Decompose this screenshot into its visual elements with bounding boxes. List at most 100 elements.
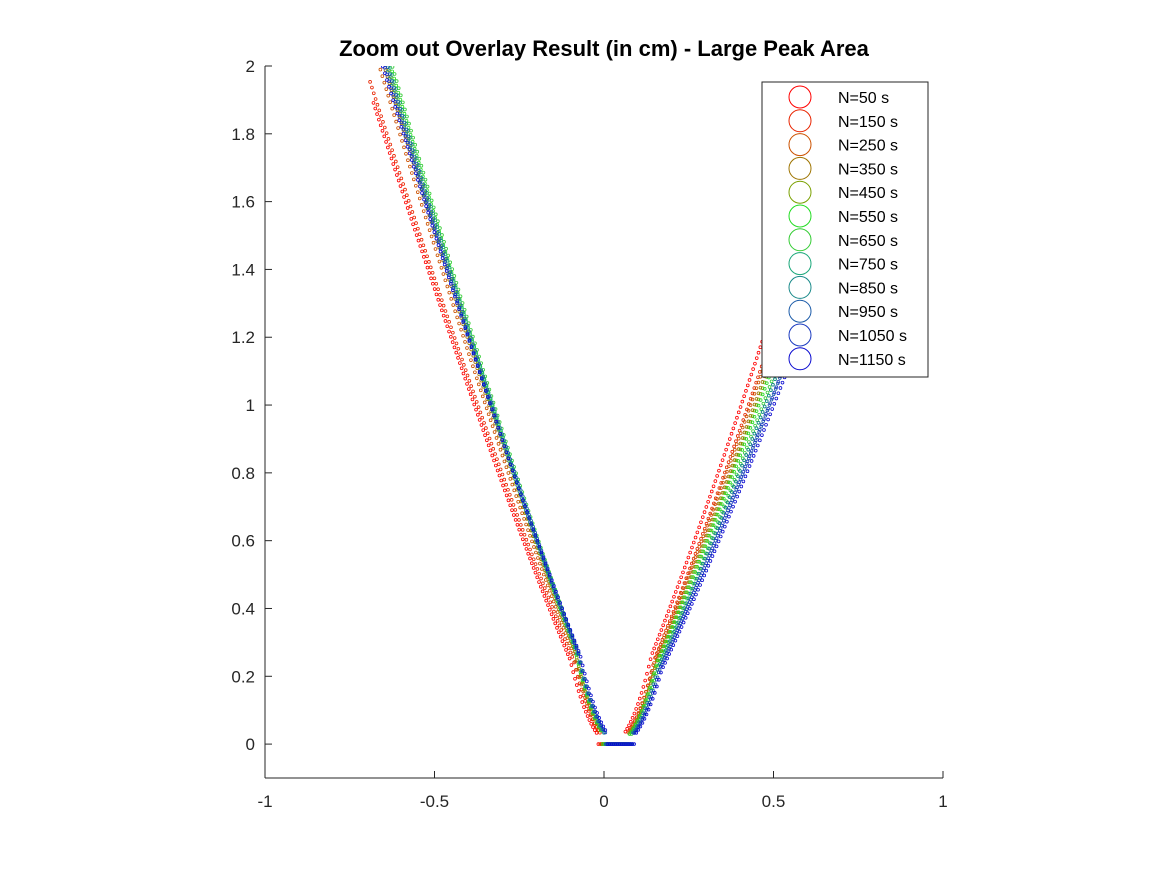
data-point <box>709 528 714 533</box>
data-point <box>497 473 502 478</box>
data-point <box>419 177 423 182</box>
data-point <box>458 294 463 299</box>
data-point <box>510 468 515 473</box>
data-point <box>387 66 392 70</box>
data-point <box>672 594 676 599</box>
data-point <box>452 283 457 288</box>
data-point <box>713 531 718 536</box>
data-point <box>638 721 643 725</box>
data-point <box>450 276 455 281</box>
data-point <box>730 453 735 458</box>
data-point <box>732 447 737 452</box>
data-point <box>561 632 565 637</box>
data-point <box>396 90 401 95</box>
data-point <box>758 438 762 443</box>
data-point <box>386 93 391 98</box>
data-point <box>646 692 650 696</box>
data-point <box>695 571 700 576</box>
data-point <box>684 560 689 565</box>
y-tick-label: 0.2 <box>231 667 255 686</box>
data-point <box>475 376 479 381</box>
data-point <box>753 440 757 445</box>
data-point <box>670 640 674 645</box>
data-point <box>753 448 758 453</box>
data-point <box>569 663 574 667</box>
data-point <box>492 430 497 434</box>
data-point <box>508 493 512 497</box>
data-point <box>414 221 418 225</box>
data-point <box>737 489 742 494</box>
data-point <box>368 80 372 84</box>
data-point <box>389 156 394 161</box>
data-point <box>425 265 430 270</box>
data-point <box>692 590 696 595</box>
data-point <box>479 423 484 427</box>
data-point <box>469 384 474 388</box>
data-point <box>498 426 502 430</box>
data-point <box>663 618 667 623</box>
data-point <box>514 480 519 484</box>
data-point <box>534 550 538 555</box>
data-point <box>545 567 550 572</box>
data-point <box>416 178 420 182</box>
data-point <box>746 419 751 424</box>
data-point <box>398 132 402 137</box>
data-point <box>622 742 626 746</box>
data-point <box>677 595 681 600</box>
data-point <box>546 595 551 600</box>
data-point <box>393 167 397 172</box>
data-point <box>652 661 656 665</box>
data-point <box>721 480 725 485</box>
data-point <box>589 721 593 726</box>
data-point <box>373 106 378 111</box>
data-point <box>570 655 575 659</box>
data-point <box>729 490 734 494</box>
data-point <box>757 429 761 434</box>
data-point <box>650 678 654 683</box>
data-point <box>566 622 571 627</box>
data-point <box>519 532 523 537</box>
data-point <box>628 742 632 746</box>
data-point <box>734 479 738 484</box>
data-point <box>375 102 380 107</box>
data-point <box>543 578 548 582</box>
data-point <box>673 638 678 643</box>
data-point <box>476 412 480 417</box>
data-point <box>434 281 439 286</box>
data-point <box>740 436 745 440</box>
data-point <box>694 564 698 569</box>
data-point <box>533 533 538 537</box>
data-point <box>716 539 721 544</box>
data-point <box>442 240 446 244</box>
y-tick-label: 1.2 <box>231 328 255 347</box>
data-point <box>469 358 473 362</box>
legend-marker <box>788 347 812 371</box>
data-point <box>652 684 657 689</box>
data-point <box>391 98 395 102</box>
data-point <box>543 563 548 568</box>
data-point <box>482 400 487 405</box>
data-point <box>484 389 488 393</box>
data-point <box>742 394 746 399</box>
data-point <box>412 177 416 182</box>
data-point <box>382 125 387 130</box>
data-point <box>531 557 536 562</box>
data-point <box>560 606 564 611</box>
data-point <box>745 469 750 474</box>
data-point <box>639 691 644 695</box>
data-point <box>727 437 732 441</box>
data-point <box>650 696 655 701</box>
data-point <box>406 198 411 203</box>
data-point <box>477 418 482 422</box>
data-point <box>593 705 597 710</box>
data-point <box>754 397 759 401</box>
data-point <box>436 297 441 302</box>
data-point <box>761 401 766 406</box>
data-point <box>417 196 422 201</box>
data-point <box>414 183 418 188</box>
data-point <box>699 520 703 525</box>
data-point <box>494 436 499 440</box>
data-point <box>522 542 527 546</box>
data-point <box>539 552 544 556</box>
data-point <box>728 455 733 459</box>
